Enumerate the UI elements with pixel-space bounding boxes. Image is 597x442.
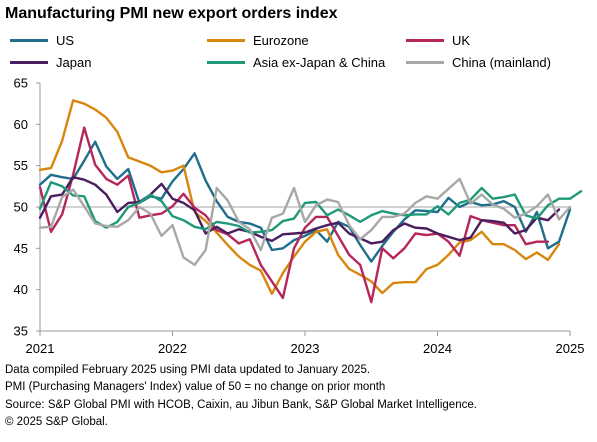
legend-label: Japan bbox=[56, 54, 92, 70]
y-tick-label: 40 bbox=[14, 282, 28, 297]
x-tick-label: 2022 bbox=[158, 341, 187, 356]
legend-item-eurozone: Eurozone bbox=[207, 30, 309, 50]
legend-item-asia-ex-japan-china: Asia ex-Japan & China bbox=[207, 52, 385, 72]
legend-item-japan: Japan bbox=[10, 52, 91, 72]
y-tick-label: 60 bbox=[14, 117, 28, 132]
legend-label: Eurozone bbox=[253, 32, 309, 48]
footnote-pmi-definition: PMI (Purchasing Managers' Index) value o… bbox=[5, 381, 386, 394]
footnote-data-compiled: Data compiled February 2025 using PMI da… bbox=[5, 364, 371, 376]
legend-item-uk: UK bbox=[406, 30, 470, 50]
series-line-uk bbox=[38, 126, 550, 304]
legend-swatch bbox=[207, 60, 245, 64]
footnote-source: Source: S&P Global PMI with HCOB, Caixin… bbox=[5, 398, 477, 411]
x-tick-label: 2024 bbox=[423, 341, 452, 356]
series-line-japan bbox=[38, 175, 561, 245]
y-tick-label: 35 bbox=[14, 324, 28, 339]
legend-label: US bbox=[56, 32, 75, 48]
legend-label: China (mainland) bbox=[452, 54, 551, 70]
legend-label: UK bbox=[452, 32, 471, 48]
y-tick-label: 45 bbox=[14, 241, 28, 256]
series-line-eurozone bbox=[38, 99, 561, 295]
line-chart: 35 40 45 50 55 60 65 2021 2022 2023 2024 2025 bbox=[14, 76, 585, 357]
legend-label: Asia ex-Japan & China bbox=[253, 54, 386, 70]
legend-swatch bbox=[406, 38, 444, 42]
y-tick-label: 50 bbox=[14, 200, 28, 215]
y-tick-label: 65 bbox=[14, 76, 28, 91]
legend-swatch bbox=[10, 38, 48, 42]
chart-legend: US Eurozone UK Japan Asia ex-Japan & China Ch… bbox=[10, 30, 595, 74]
series-line-asia-ex-japan-china bbox=[38, 180, 583, 234]
legend-swatch bbox=[207, 38, 245, 42]
legend-item-us: US bbox=[10, 30, 74, 50]
footnote-copyright: © 2025 S&P Global. bbox=[5, 416, 108, 429]
series-line-china-mainland bbox=[38, 177, 572, 267]
legend-swatch bbox=[406, 60, 444, 64]
legend-swatch bbox=[10, 60, 48, 64]
x-tick-label: 2025 bbox=[556, 341, 585, 356]
x-tick-label: 2023 bbox=[291, 341, 320, 356]
footnotes: Data compiled February 2025 using PMI da… bbox=[5, 362, 477, 432]
x-tick-label: 2021 bbox=[26, 341, 55, 356]
chart-title: Manufacturing PMI new export orders inde… bbox=[5, 5, 338, 22]
legend-item-china-mainland: China (mainland) bbox=[406, 52, 551, 72]
y-tick-label: 55 bbox=[14, 158, 28, 173]
series-line-us bbox=[38, 140, 572, 263]
